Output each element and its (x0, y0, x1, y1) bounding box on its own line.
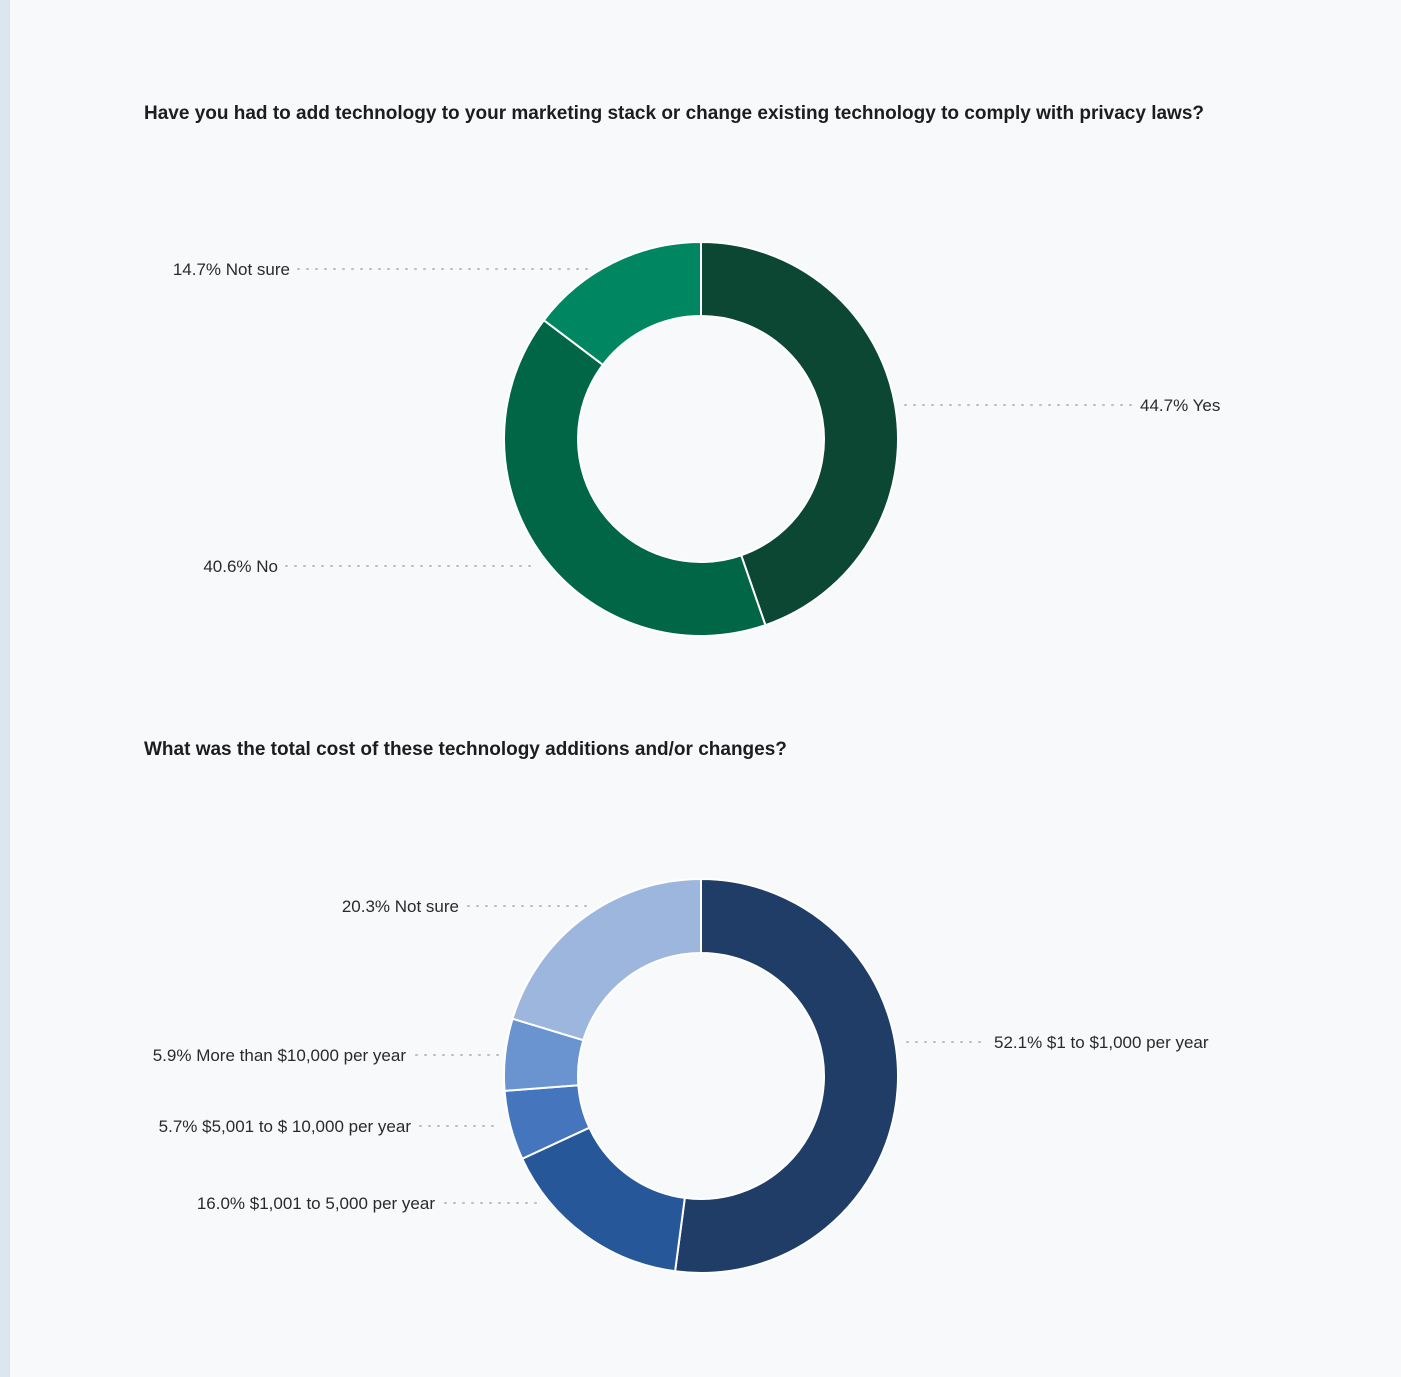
cost-label-1-001-to-5-000-per-year: 16.0% $1,001 to 5,000 per year (197, 1194, 436, 1213)
chart-1-title: Have you had to add technology to your m… (144, 103, 1204, 124)
privacy-label-yes: 44.7% Yes (1140, 396, 1220, 415)
cost-label-1-to-1-000-per-year: 52.1% $1 to $1,000 per year (994, 1033, 1209, 1052)
cost-slice-1-001-to-5-000-per-year (520, 1126, 686, 1273)
privacy-label-no: 40.6% No (203, 557, 278, 576)
left-border (0, 0, 10, 1377)
privacy-slice-no (503, 318, 767, 637)
cost-slice-not-sure (511, 877, 702, 1042)
chart-2-title: What was the total cost of these technol… (144, 739, 787, 760)
privacy-label-not-sure: 14.7% Not sure (173, 260, 290, 279)
donut-chart-privacy-tech: 44.7% Yes 40.6% No 14.7% Not sure (173, 240, 1220, 637)
cost-label-5-001-to-10-000-per-year: 5.7% $5,001 to $ 10,000 per year (159, 1117, 412, 1136)
cost-slice-1-to-1-000-per-year (673, 877, 899, 1274)
privacy-slice-not-sure (542, 240, 702, 367)
cost-label-not-sure: 20.3% Not sure (342, 897, 459, 916)
donut-chart-tech-cost: 52.1% $1 to $1,000 per year 16.0% $1,001 … (153, 877, 1209, 1274)
cost-label-more-than-10-000-per-year: 5.9% More than $10,000 per year (153, 1046, 407, 1065)
privacy-slice-yes (700, 240, 899, 627)
